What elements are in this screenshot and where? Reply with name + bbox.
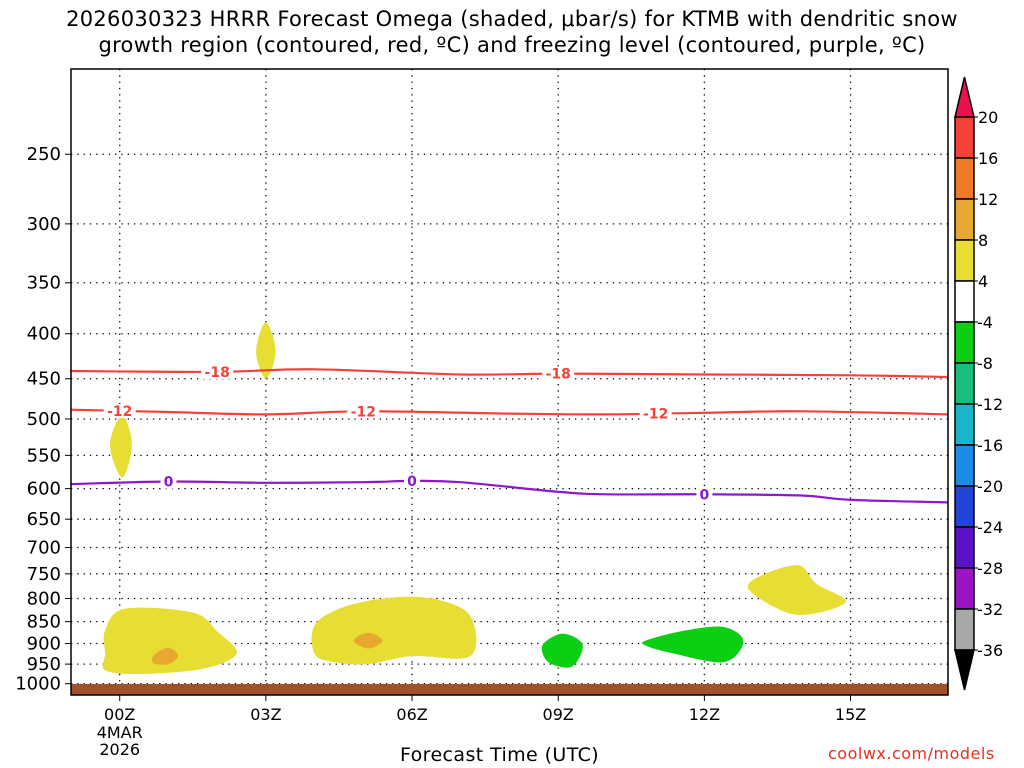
ytick-label-800: 800 xyxy=(27,588,61,609)
colorbar-label-13: -36 xyxy=(977,641,1003,660)
ytick-label-950: 950 xyxy=(27,654,61,675)
ytick-label-350: 350 xyxy=(27,273,61,294)
colorbar-box-6 xyxy=(954,362,975,405)
contour-lines: -18 -18 -12 -12 -12 0 0 0 xyxy=(71,364,948,504)
colorbar-top-arrow xyxy=(954,76,975,118)
colorbar-label-1: 16 xyxy=(978,149,998,168)
colorbar-label-5: -4 xyxy=(977,313,993,332)
colorbar-label-11: -28 xyxy=(977,559,1003,578)
xtick-label-12Z: 12Z xyxy=(689,705,720,724)
x-date-label-0: 4MAR xyxy=(97,723,143,742)
contour-label-bg--18-1 xyxy=(542,366,575,381)
ytick-label-250: 250 xyxy=(27,144,61,165)
colorbar-label-8: -16 xyxy=(977,436,1003,455)
ytick-label-900: 900 xyxy=(27,633,61,654)
ytick-label-450: 450 xyxy=(27,369,61,390)
contour-label-0-2: 0 xyxy=(700,487,710,503)
chart-title-line2: growth region (contoured, red, ºC) and f… xyxy=(98,33,926,57)
xtick-label-15Z: 15Z xyxy=(835,705,866,724)
contour-line-0 xyxy=(71,479,948,504)
colorbar-box-5 xyxy=(954,321,975,364)
contour-label--18-0: -18 xyxy=(205,365,230,381)
contour-label-bg--12-1 xyxy=(347,404,380,419)
contour-line--12 xyxy=(71,408,948,416)
colorbar: 20 16 12 8 4 -4 -8 -12 -16 -20 -24 -28 -32 -36 xyxy=(954,76,1003,691)
colorbar-box-10 xyxy=(954,526,975,569)
colorbar-label-4: 4 xyxy=(978,272,988,291)
chart-title-line1: 2026030323 HRRR Forecast Omega (shaded, … xyxy=(66,7,958,31)
xtick-label-06Z: 06Z xyxy=(396,705,427,724)
omega-region-3 xyxy=(152,647,179,665)
colorbar-box-2 xyxy=(954,198,975,241)
contour-label-bg--18-0 xyxy=(201,364,234,379)
colorbar-label-9: -20 xyxy=(977,477,1003,496)
colorbar-label-6: -8 xyxy=(977,354,993,373)
colorbar-box-3 xyxy=(954,239,975,282)
xtick-label-00Z: 00Z xyxy=(104,705,135,724)
contour-label-bg--12-2 xyxy=(639,406,672,421)
colorbar-box-0 xyxy=(954,116,975,159)
contour-label-bg-0-0 xyxy=(160,474,177,489)
colorbar-label-12: -32 xyxy=(977,600,1003,619)
omega-region-6 xyxy=(541,633,583,668)
omega-shaded-regions xyxy=(102,322,846,675)
colorbar-label-3: 8 xyxy=(978,231,988,250)
ytick-label-400: 400 xyxy=(27,324,61,345)
colorbar-box-1 xyxy=(954,157,975,200)
colorbar-label-10: -24 xyxy=(977,518,1003,537)
omega-region-0 xyxy=(256,322,276,379)
contour-label--12-1: -12 xyxy=(351,404,376,420)
contour--12: -12 -12 -12 xyxy=(71,403,948,423)
ytick-label-700: 700 xyxy=(27,537,61,558)
contour-label-bg-0-2 xyxy=(696,487,713,502)
contour-label--12-0: -12 xyxy=(107,404,132,420)
y-axis: 2503003504004505005506006507007508008509… xyxy=(15,144,71,695)
colorbar-box-11 xyxy=(954,567,975,610)
contour-label-bg--12-0 xyxy=(103,403,136,418)
ytick-label-1000: 1000 xyxy=(15,674,61,695)
ytick-label-850: 850 xyxy=(27,612,61,633)
contour-label-0-0: 0 xyxy=(164,475,174,491)
colorbar-bottom-arrow xyxy=(954,649,975,691)
omega-region-7 xyxy=(641,626,744,663)
contour-0: 0 0 0 xyxy=(71,473,948,504)
omega-region-5 xyxy=(353,632,383,649)
contour-label-bg-0-1 xyxy=(404,473,421,488)
xtick-label-09Z: 09Z xyxy=(543,705,574,724)
credit-link[interactable]: coolwx.com/models xyxy=(828,744,995,763)
ytick-label-600: 600 xyxy=(27,479,61,500)
ytick-label-650: 650 xyxy=(27,509,61,530)
plot-frame xyxy=(70,68,949,696)
contour--18: -18 -18 xyxy=(71,364,948,383)
colorbar-box-7 xyxy=(954,403,975,446)
ytick-label-750: 750 xyxy=(27,564,61,585)
colorbar-box-9 xyxy=(954,485,975,528)
omega-region-4 xyxy=(311,596,477,665)
contour-label--12-2: -12 xyxy=(643,407,668,423)
grid-lines xyxy=(71,69,948,695)
x-date-label-1: 2026 xyxy=(99,740,140,759)
ytick-label-300: 300 xyxy=(27,214,61,235)
colorbar-box-12 xyxy=(954,608,975,651)
colorbar-label-7: -12 xyxy=(977,395,1003,414)
x-axis-label: Forecast Time (UTC) xyxy=(400,744,600,766)
ytick-label-500: 500 xyxy=(27,409,61,430)
omega-region-2 xyxy=(102,607,237,675)
chart-title: 2026030323 HRRR Forecast Omega (shaded, … xyxy=(0,6,1024,58)
xtick-label-03Z: 03Z xyxy=(250,705,281,724)
contour-label-0-1: 0 xyxy=(407,474,417,490)
omega-region-1 xyxy=(110,415,132,478)
colorbar-box-8 xyxy=(954,444,975,487)
terrain-bar xyxy=(71,684,948,695)
contour-label--18-1: -18 xyxy=(546,367,571,383)
omega-region-8 xyxy=(747,565,846,615)
ytick-label-550: 550 xyxy=(27,445,61,466)
colorbar-box-4 xyxy=(954,280,975,323)
colorbar-label-0: 20 xyxy=(978,108,998,127)
colorbar-label-2: 12 xyxy=(978,190,998,209)
